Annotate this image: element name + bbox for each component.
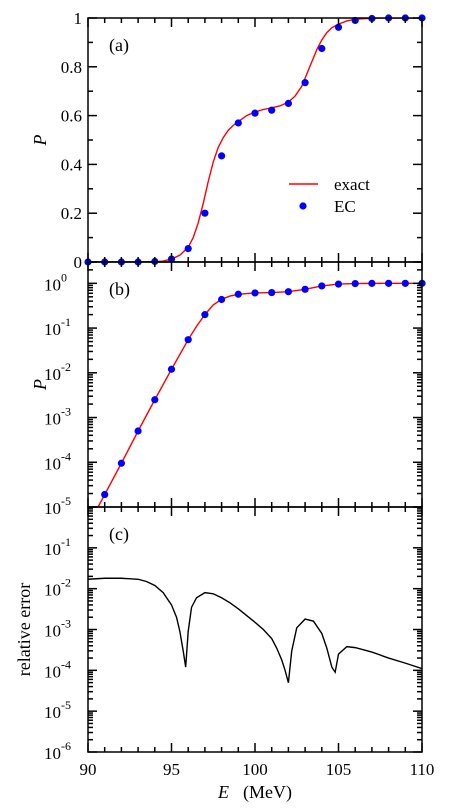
panel-label: (b) [109, 279, 130, 300]
y-tick-label: 10 -2 [44, 360, 71, 384]
y-tick-exponent: -5 [61, 698, 71, 712]
y-tick-base: 10 [44, 622, 61, 641]
data-point [301, 79, 309, 87]
data-point [117, 459, 125, 467]
data-point [201, 311, 209, 319]
y-tick-base: 10 [44, 581, 61, 600]
x-axis-label: E (MeV) [217, 782, 292, 803]
data-point [251, 289, 259, 297]
y-tick-label: 10 -2 [44, 576, 71, 600]
y-tick-base: 10 [44, 365, 61, 384]
legend-label: EC [334, 197, 356, 216]
y-tick-exponent: -2 [61, 360, 71, 374]
y-tick-label: 0.6 [61, 107, 82, 126]
legend: exact EC [289, 175, 370, 216]
x-tick-label: 105 [326, 760, 352, 779]
data-point [334, 280, 343, 288]
y-tick-base: 10 [44, 703, 61, 722]
data-point [234, 119, 242, 127]
y-tick-exponent: -2 [61, 576, 71, 590]
series-line-exact [88, 18, 422, 262]
data-point [218, 295, 226, 304]
plot-frame [87, 261, 423, 508]
y-tick-base: 10 [44, 410, 61, 429]
x-axis-symbol: E [217, 782, 229, 802]
y-tick-base: 10 [44, 662, 61, 681]
y-tick-label: 10 -6 [44, 739, 71, 763]
y-tick-exponent: -4 [61, 657, 71, 671]
y-tick-label: 0.2 [61, 204, 82, 223]
data-point [301, 285, 309, 293]
plot-frame [87, 506, 423, 753]
y-axis-label: relative error [14, 583, 34, 676]
data-point [385, 279, 393, 287]
y-tick-label: 10 -4 [44, 449, 71, 473]
y-tick-label: 10 -5 [44, 698, 71, 722]
y-tick-base: 10 [44, 499, 61, 518]
y-tick-label: 0.4 [61, 155, 83, 174]
panel-c: 10-610-510-410-310-210-1 (c)relative erro… [14, 506, 435, 803]
data-point [268, 288, 276, 297]
legend-label: exact [334, 175, 370, 194]
data-point [284, 288, 292, 296]
y-tick-exponent: -3 [61, 617, 71, 631]
data-point [167, 365, 176, 373]
data-point [184, 244, 192, 253]
y-tick-base: 10 [44, 744, 61, 763]
y-tick-exponent: -5 [61, 494, 71, 508]
y-tick-label: 10 -3 [44, 617, 71, 641]
panel-b: 10-510-410-310-210-110 0(b)P [30, 261, 426, 518]
data-point [234, 290, 242, 298]
plot-frame [87, 17, 423, 263]
data-point [268, 106, 276, 114]
data-point [101, 490, 109, 499]
series-line-exact [97, 282, 422, 507]
data-point [368, 279, 376, 287]
y-tick-base: 10 [44, 275, 61, 294]
y-tick-exponent: 0 [61, 270, 67, 284]
y-tick-base: 10 [44, 540, 61, 559]
y-tick-label: 0.8 [61, 58, 82, 77]
data-point [401, 279, 409, 287]
x-tick-label: 90 [80, 760, 97, 779]
data-point [351, 279, 359, 288]
y-tick-label: 10 -3 [44, 405, 71, 429]
data-point [151, 396, 159, 404]
y-tick-label: 10 -4 [44, 657, 71, 681]
y-tick-exponent: -4 [61, 449, 71, 463]
data-point [318, 44, 326, 53]
y-tick-exponent: -3 [61, 405, 71, 419]
y-tick-base: 10 [44, 320, 61, 339]
y-axis-label: P [30, 135, 50, 147]
y-tick-exponent: -1 [61, 315, 71, 329]
series-line-relative-error [88, 577, 422, 683]
y-tick-label: 10 -5 [44, 494, 71, 518]
y-tick-label: 10 -1 [44, 315, 71, 339]
x-tick-label: 100 [242, 760, 268, 779]
y-tick-base: 10 [44, 454, 61, 473]
y-tick-label: 10 -1 [44, 535, 71, 559]
y-tick-exponent: -1 [61, 535, 71, 549]
data-point [184, 336, 192, 344]
y-tick-label: 10 0 [44, 270, 67, 294]
y-tick-exponent: -6 [61, 739, 71, 753]
data-point [284, 99, 292, 107]
data-point [318, 282, 326, 290]
y-axis-label: P [30, 379, 50, 391]
data-point [134, 427, 142, 435]
y-tick-label: 0 [74, 253, 83, 272]
data-point [201, 209, 209, 217]
x-tick-label: 95 [163, 760, 180, 779]
x-tick-label: 110 [410, 760, 435, 779]
legend-marker-swatch [299, 202, 307, 210]
panel-label: (c) [109, 524, 129, 545]
panel-label: (a) [109, 35, 129, 56]
x-axis-unit: (MeV) [243, 782, 292, 803]
data-point [218, 152, 226, 160]
data-point [334, 23, 343, 31]
data-point [251, 109, 259, 117]
y-tick-label: 1 [74, 9, 83, 28]
